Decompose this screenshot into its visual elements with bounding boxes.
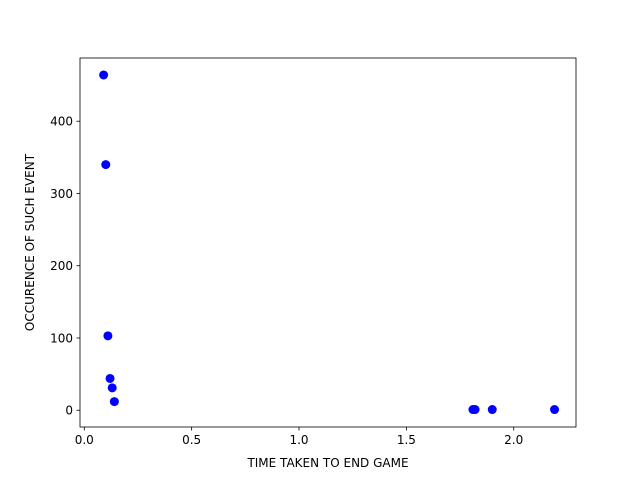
data-points (99, 70, 560, 415)
data-point (107, 383, 117, 393)
data-point (99, 70, 109, 80)
data-point (101, 160, 111, 170)
y-axis-ticks: 0 100 200 300 400 (50, 115, 80, 418)
x-tick-label: 1.5 (397, 433, 416, 447)
data-point (109, 397, 119, 407)
x-axis-ticks: 0.0 0.5 1.0 1.5 2.0 (75, 427, 523, 447)
data-point (470, 405, 480, 415)
x-axis-label: TIME TAKEN TO END GAME (246, 456, 408, 470)
x-tick-label: 0.5 (182, 433, 201, 447)
data-point (550, 405, 560, 415)
data-point (103, 331, 113, 341)
x-tick-label: 1.0 (289, 433, 308, 447)
y-tick-label: 200 (50, 259, 73, 273)
y-axis-label: OCCURENCE OF SUCH EVENT (23, 153, 37, 331)
y-tick-label: 400 (50, 115, 73, 129)
data-point (487, 405, 497, 415)
y-tick-label: 0 (65, 404, 73, 418)
plot-frame (79, 57, 577, 428)
y-tick-label: 100 (50, 331, 73, 345)
plot-background (80, 58, 576, 427)
data-point (105, 373, 115, 383)
x-tick-label: 0.0 (75, 433, 94, 447)
y-tick-label: 300 (50, 187, 73, 201)
x-tick-label: 2.0 (504, 433, 523, 447)
